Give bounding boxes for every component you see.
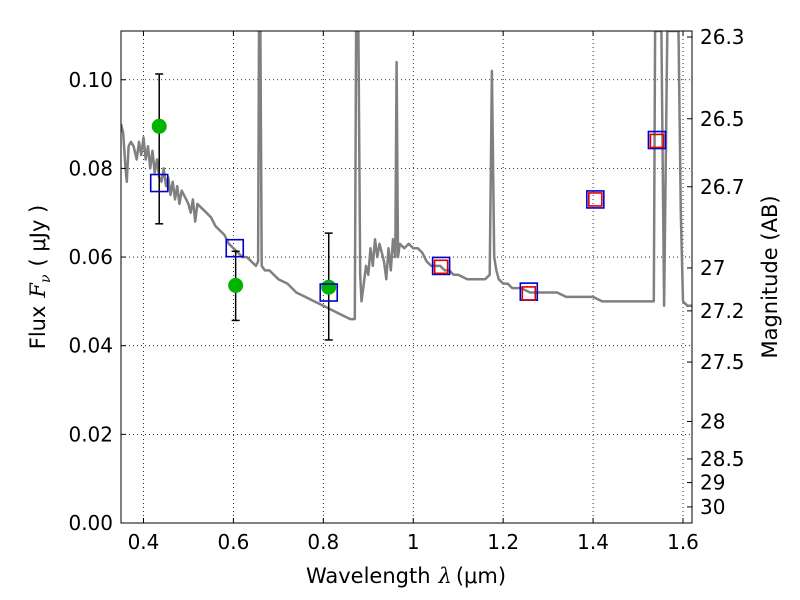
y-tick-label: 0.00 bbox=[68, 511, 113, 535]
y2-tick-label: 27 bbox=[700, 256, 725, 280]
y2-tick-label: 26.7 bbox=[700, 175, 745, 199]
observed-flux-point bbox=[228, 277, 244, 293]
y2-tick-label: 27.2 bbox=[700, 299, 745, 323]
model-flux-square bbox=[319, 283, 339, 302]
data-series bbox=[121, 31, 692, 321]
y-axis-label-subscript: ν bbox=[38, 274, 54, 283]
y-tick-label: 0.04 bbox=[68, 334, 113, 358]
x-axis-label-unit: (μm) bbox=[456, 564, 506, 588]
x-tick-label: 0.6 bbox=[217, 530, 249, 554]
y2-tick-label: 27.5 bbox=[700, 350, 745, 374]
model-flux-square bbox=[586, 190, 605, 209]
plot-frame bbox=[120, 30, 693, 524]
y-axis-label-text: Flux bbox=[26, 306, 50, 350]
x-tick-label: 1.4 bbox=[577, 530, 609, 554]
x-tick-label: 0.8 bbox=[307, 530, 339, 554]
x-tick-label: 1.2 bbox=[487, 530, 519, 554]
y2-axis-label: Magnitude (AB) bbox=[758, 195, 782, 358]
model-flux-square-inner bbox=[521, 286, 537, 301]
y2-tick-label: 26.5 bbox=[700, 107, 745, 131]
model-flux-square-inner bbox=[649, 133, 665, 149]
y2-tick-label: 28.5 bbox=[700, 447, 745, 471]
x-tick-label: 0.4 bbox=[128, 530, 160, 554]
model-flux-square bbox=[149, 173, 169, 193]
y2-tick-label: 28 bbox=[700, 409, 725, 433]
observed-flux-point bbox=[151, 118, 167, 134]
y2-tick-label: 30 bbox=[700, 495, 725, 519]
y-tick-label: 0.06 bbox=[68, 245, 113, 269]
model-spectrum-line bbox=[121, 31, 692, 321]
model-flux-square bbox=[225, 238, 245, 258]
data-markers bbox=[149, 73, 667, 341]
model-flux-square bbox=[431, 256, 451, 276]
axis-ticks: 0.4 0.6 0.8 1 1.2 1.4 1.6 0.00 0.02 0.04 0.06 0.08 0… bbox=[68, 25, 744, 554]
model-flux-square bbox=[647, 130, 667, 150]
plot-background bbox=[121, 31, 692, 523]
x-axis-label: Wavelength λ (μm) bbox=[306, 564, 506, 588]
x-axis-label-symbol: λ bbox=[438, 564, 452, 588]
y2-tick-label: 29 bbox=[700, 471, 725, 495]
y2-tick-label: 26.3 bbox=[700, 25, 745, 49]
observed-flux-point bbox=[321, 279, 337, 295]
y-axis-label: Flux Fν ( μJy ) bbox=[26, 205, 54, 349]
model-flux-square-inner bbox=[433, 259, 449, 275]
x-tick-label: 1.6 bbox=[667, 530, 699, 554]
y-tick-label: 0.02 bbox=[68, 422, 113, 446]
x-axis-label-text: Wavelength bbox=[306, 564, 431, 588]
y-tick-label: 0.10 bbox=[68, 68, 113, 92]
x-tick-label: 1 bbox=[407, 530, 420, 554]
y-tick-label: 0.08 bbox=[68, 156, 113, 180]
y-axis-label-unit: ( μJy ) bbox=[26, 205, 50, 267]
y-axis-label-symbol: F bbox=[26, 282, 50, 299]
model-flux-square-inner bbox=[588, 192, 603, 207]
